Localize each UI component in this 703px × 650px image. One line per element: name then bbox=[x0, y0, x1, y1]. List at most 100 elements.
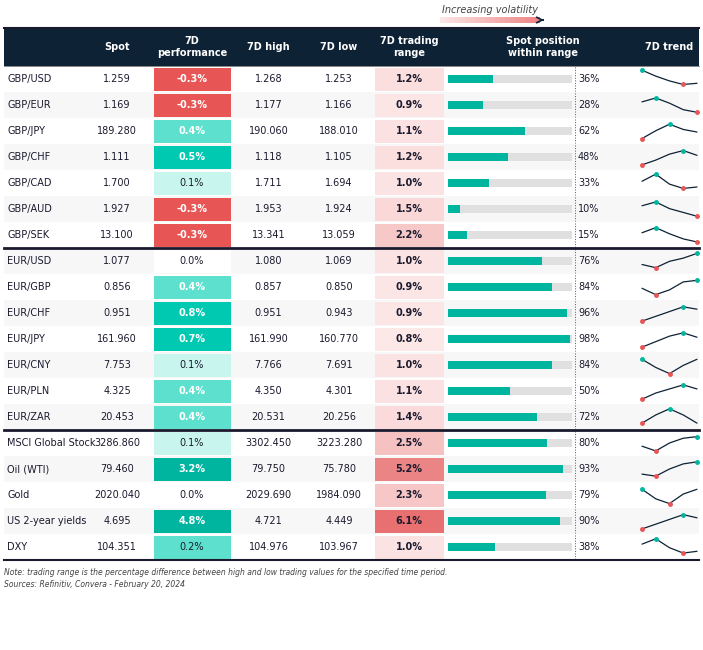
Text: 188.010: 188.010 bbox=[319, 126, 359, 136]
Text: Note: trading range is the percentage difference between high and low trading va: Note: trading range is the percentage di… bbox=[4, 568, 447, 577]
Text: 2.3%: 2.3% bbox=[396, 490, 423, 500]
Bar bbox=[448, 205, 460, 213]
Bar bbox=[4, 430, 699, 456]
Bar bbox=[448, 491, 546, 499]
Bar bbox=[448, 413, 572, 421]
Bar bbox=[153, 510, 231, 532]
Text: GBP/JPY: GBP/JPY bbox=[7, 126, 45, 136]
Text: 1.166: 1.166 bbox=[325, 100, 353, 110]
Bar bbox=[153, 94, 231, 116]
Bar bbox=[375, 432, 444, 454]
Text: 1.118: 1.118 bbox=[254, 152, 282, 162]
Text: 0.943: 0.943 bbox=[325, 308, 353, 318]
Bar bbox=[4, 66, 699, 92]
Text: 1.177: 1.177 bbox=[254, 100, 283, 110]
Text: 90%: 90% bbox=[578, 516, 600, 526]
Text: 20.256: 20.256 bbox=[322, 412, 356, 422]
Text: 80%: 80% bbox=[578, 438, 600, 448]
Bar bbox=[448, 309, 572, 317]
Text: EUR/PLN: EUR/PLN bbox=[7, 386, 49, 396]
Text: EUR/GBP: EUR/GBP bbox=[7, 282, 51, 292]
Text: 4.350: 4.350 bbox=[254, 386, 283, 396]
Bar bbox=[4, 352, 699, 378]
Text: 1.259: 1.259 bbox=[103, 74, 131, 84]
Text: 5.2%: 5.2% bbox=[396, 464, 423, 474]
Text: GBP/SEK: GBP/SEK bbox=[7, 230, 49, 240]
Bar bbox=[375, 120, 444, 142]
Bar bbox=[448, 75, 493, 83]
Text: GBP/USD: GBP/USD bbox=[7, 74, 51, 84]
Bar bbox=[448, 543, 572, 551]
Bar bbox=[4, 144, 699, 170]
Text: 7D high: 7D high bbox=[247, 42, 290, 52]
Text: 1.1%: 1.1% bbox=[396, 386, 423, 396]
Bar bbox=[448, 283, 552, 291]
Bar bbox=[448, 439, 547, 447]
Text: 0.856: 0.856 bbox=[103, 282, 131, 292]
Text: 3223.280: 3223.280 bbox=[316, 438, 362, 448]
Text: 84%: 84% bbox=[578, 282, 600, 292]
Text: 190.060: 190.060 bbox=[249, 126, 288, 136]
Text: 7.766: 7.766 bbox=[254, 360, 283, 370]
Bar bbox=[153, 406, 231, 428]
Bar bbox=[375, 198, 444, 220]
Text: 62%: 62% bbox=[578, 126, 600, 136]
Bar bbox=[4, 300, 699, 326]
Text: 0.4%: 0.4% bbox=[179, 412, 205, 422]
Text: 20.453: 20.453 bbox=[100, 412, 134, 422]
Text: 161.960: 161.960 bbox=[97, 334, 137, 344]
Bar bbox=[448, 101, 572, 109]
Text: GBP/CAD: GBP/CAD bbox=[7, 178, 51, 188]
Text: 0.7%: 0.7% bbox=[179, 334, 205, 344]
Bar bbox=[375, 302, 444, 324]
Text: 3286.860: 3286.860 bbox=[94, 438, 140, 448]
Text: Spot position
within range: Spot position within range bbox=[505, 36, 579, 58]
Bar bbox=[4, 482, 699, 508]
Bar bbox=[153, 302, 231, 324]
Text: 1.953: 1.953 bbox=[254, 204, 283, 214]
Text: 0.1%: 0.1% bbox=[180, 360, 204, 370]
Bar bbox=[448, 231, 467, 239]
Text: 0.951: 0.951 bbox=[254, 308, 283, 318]
Text: 48%: 48% bbox=[578, 152, 600, 162]
Bar bbox=[448, 543, 495, 551]
Bar bbox=[153, 172, 231, 194]
Bar bbox=[448, 257, 572, 265]
Text: 79%: 79% bbox=[578, 490, 600, 500]
Text: 1984.090: 1984.090 bbox=[316, 490, 362, 500]
Bar bbox=[4, 92, 699, 118]
Text: EUR/ZAR: EUR/ZAR bbox=[7, 412, 51, 422]
Text: 76%: 76% bbox=[578, 256, 600, 266]
Bar bbox=[4, 326, 699, 352]
Bar bbox=[448, 127, 572, 135]
Bar bbox=[448, 465, 572, 473]
Text: 2.5%: 2.5% bbox=[396, 438, 423, 448]
Text: 0.5%: 0.5% bbox=[179, 152, 205, 162]
Bar bbox=[448, 257, 542, 265]
Text: 33%: 33% bbox=[578, 178, 600, 188]
Bar bbox=[4, 404, 699, 430]
Text: 2.2%: 2.2% bbox=[396, 230, 423, 240]
Bar bbox=[153, 432, 231, 454]
Bar bbox=[153, 354, 231, 376]
Bar bbox=[4, 118, 699, 144]
Bar bbox=[448, 179, 572, 187]
Text: 0.4%: 0.4% bbox=[179, 126, 205, 136]
Bar bbox=[448, 465, 563, 473]
Text: 1.105: 1.105 bbox=[325, 152, 353, 162]
Text: 1.0%: 1.0% bbox=[396, 542, 423, 552]
Bar bbox=[448, 153, 508, 161]
Text: -0.3%: -0.3% bbox=[176, 230, 207, 240]
Bar bbox=[448, 387, 510, 395]
Text: 1.0%: 1.0% bbox=[396, 256, 423, 266]
Text: 20.531: 20.531 bbox=[252, 412, 285, 422]
Text: 161.990: 161.990 bbox=[249, 334, 288, 344]
Text: DXY: DXY bbox=[7, 542, 27, 552]
Bar bbox=[448, 101, 483, 109]
Text: 1.924: 1.924 bbox=[325, 204, 353, 214]
Text: 1.2%: 1.2% bbox=[396, 152, 423, 162]
Text: -0.3%: -0.3% bbox=[176, 204, 207, 214]
Bar bbox=[153, 224, 231, 246]
Bar bbox=[448, 387, 572, 395]
Text: Spot: Spot bbox=[104, 42, 130, 52]
